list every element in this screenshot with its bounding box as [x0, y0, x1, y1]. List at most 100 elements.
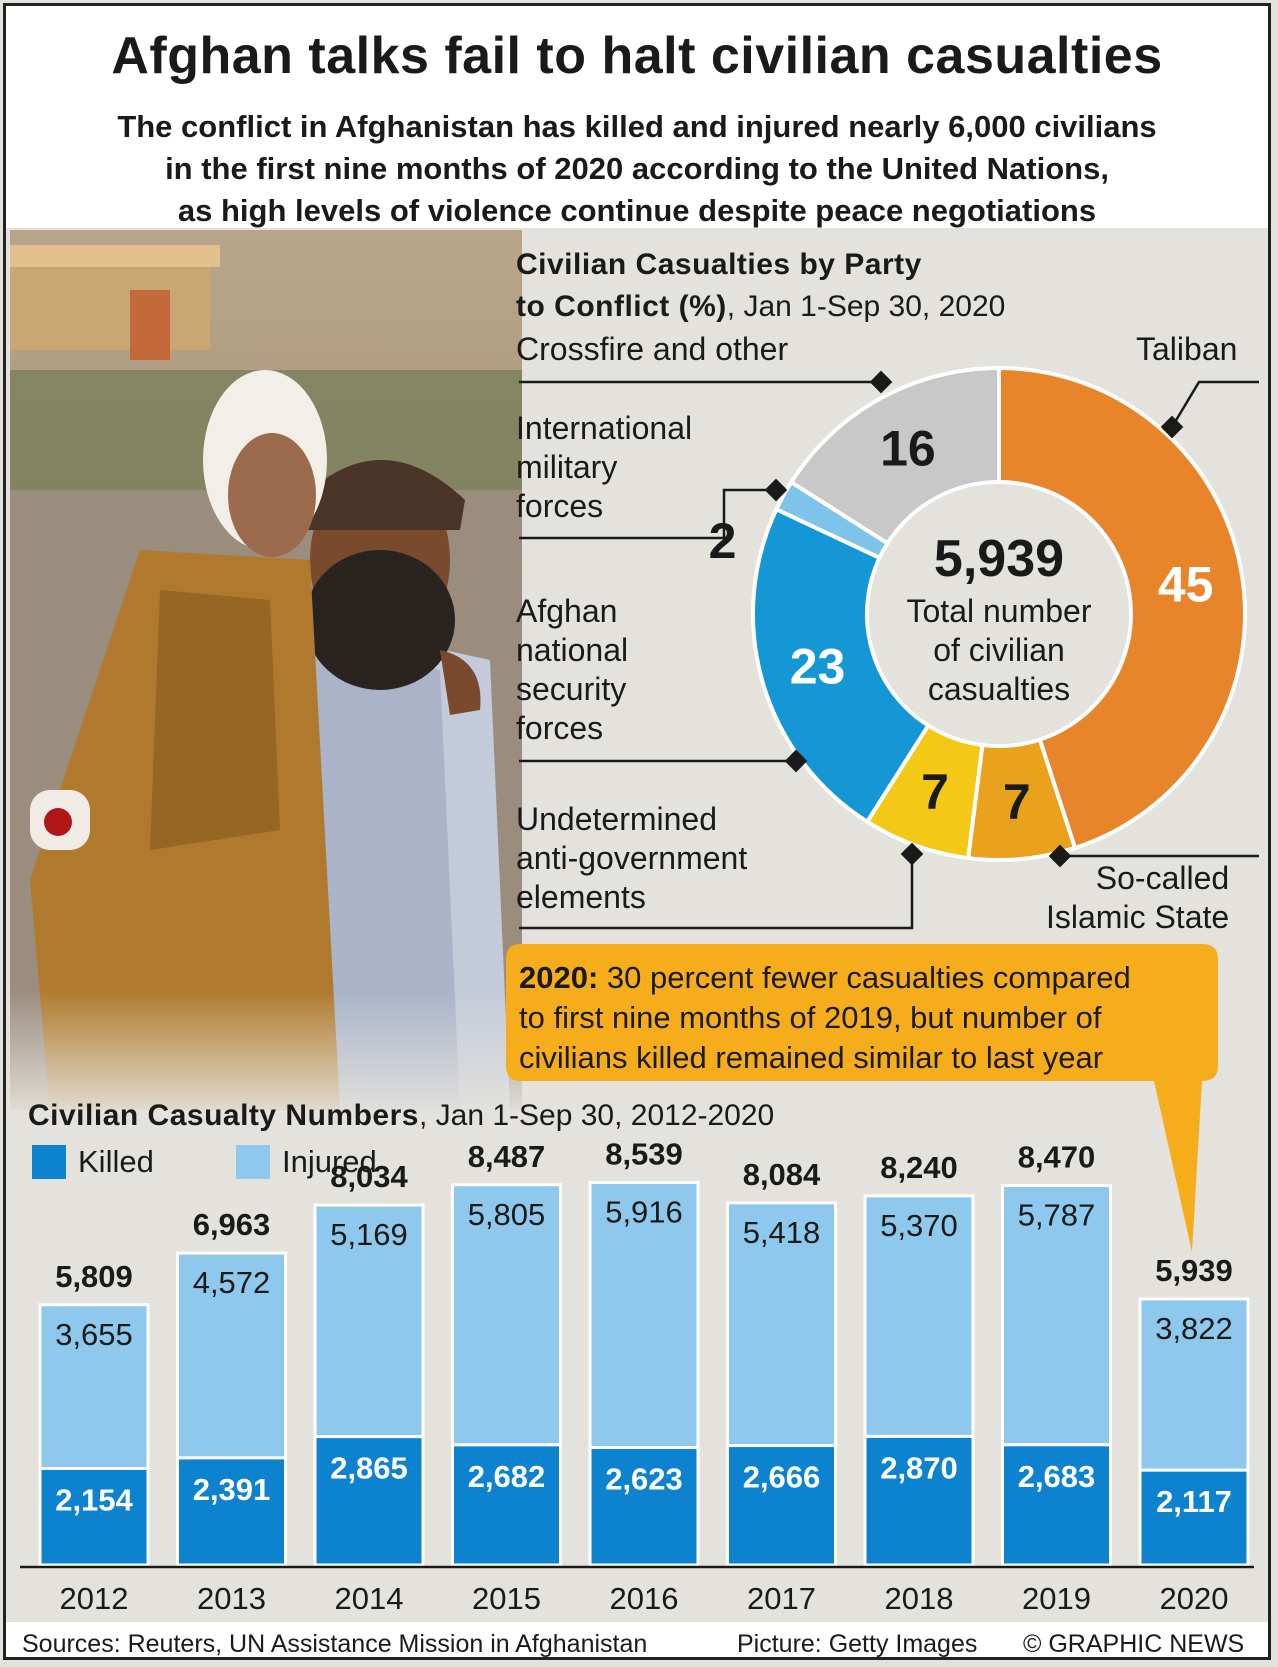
donut-value-label: 7 — [1003, 774, 1031, 830]
label-taliban: Taliban — [1136, 331, 1238, 367]
bar-injured-label: 3,822 — [1155, 1311, 1233, 1346]
bar-killed — [588, 1445, 700, 1567]
bar-killed-label: 2,682 — [468, 1459, 546, 1494]
bar-chart-subtitle: , Jan 1-Sep 30, 2012-2020 — [418, 1099, 775, 1132]
photo-fade — [10, 990, 522, 1110]
legend-label-injured: Injured — [282, 1144, 377, 1179]
donut-slice-taliban — [997, 365, 1248, 851]
donut-slice-islamic-state — [965, 737, 1078, 862]
bar-killed-label: 2,117 — [1156, 1484, 1232, 1519]
callout-text-1: 30 percent fewer casualties compared — [598, 960, 1131, 995]
label-crossfire: Crossfire and other — [516, 331, 789, 367]
callout-text-2: to first nine months of 2019, but number… — [519, 1000, 1102, 1035]
bar-injured — [863, 1194, 975, 1438]
legend-label-killed: Killed — [78, 1144, 154, 1179]
bar-total-label: 5,809 — [55, 1259, 133, 1294]
callout-text-3: civilians killed remained similar to las… — [519, 1040, 1104, 1075]
bar-injured — [451, 1183, 562, 1447]
x-tick-label: 2013 — [197, 1581, 266, 1616]
legend-killed: Killed — [32, 1144, 154, 1180]
donut-slice-afghan-forces — [751, 506, 932, 825]
donut-center-label: casualties — [928, 671, 1070, 707]
donut-value-label: 45 — [1158, 556, 1214, 612]
x-tick-label: 2012 — [60, 1581, 129, 1616]
bar-total-label: 8,487 — [468, 1139, 546, 1174]
callout-line1: 2020: 30 percent fewer casualties compar… — [519, 958, 1219, 998]
bar-injured-label: 5,805 — [468, 1197, 546, 1232]
infographic: Afghan talks fail to halt civilian casua… — [3, 3, 1271, 1660]
leader-marker-international — [764, 478, 788, 502]
legend-injured: Injured — [236, 1144, 377, 1180]
bar-killed — [1001, 1443, 1112, 1567]
page-title: Afghan talks fail to halt civilian casua… — [111, 27, 1163, 85]
photo-wounded-girl-carried — [10, 230, 522, 1110]
bar-total-label: 8,539 — [605, 1136, 683, 1171]
bar-injured — [176, 1251, 287, 1460]
bar-chart-title: Civilian Casualty Numbers, Jan 1-Sep 30,… — [28, 1099, 774, 1133]
footer-sources: Sources: Reuters, UN Assistance Mission … — [22, 1630, 648, 1658]
donut-title-text: to Conflict (%) — [516, 290, 727, 323]
donut-slice-international — [773, 479, 891, 561]
callout: 2020: 30 percent fewer casualties compar… — [519, 958, 1219, 1078]
bar-killed — [313, 1435, 425, 1567]
x-tick-label: 2014 — [335, 1581, 404, 1616]
bar-killed-label: 2,683 — [1018, 1459, 1096, 1494]
footer-copyright: © GRAPHIC NEWS — [1023, 1630, 1245, 1658]
bar-injured — [1138, 1297, 1250, 1472]
donut-center — [869, 484, 1129, 744]
bar-killed — [451, 1443, 562, 1567]
label-islamic-state: So-called Islamic State — [1046, 860, 1230, 935]
bar-injured-label: 5,169 — [330, 1217, 408, 1252]
bar-injured — [588, 1180, 700, 1449]
photo-illustration — [10, 230, 522, 1110]
bar-title-text: Civilian Casualty Numbers — [28, 1099, 419, 1132]
x-tick-label: 2018 — [885, 1581, 954, 1616]
bar-injured — [313, 1203, 425, 1439]
leader-marker-undetermined — [900, 842, 924, 866]
donut-center-label: of civilian — [933, 632, 1065, 668]
label-afghan-forces: Afghan national security forces — [516, 593, 629, 746]
leader-marker-afghan-forces — [784, 749, 808, 773]
subtitle-line: The conflict in Afghanistan has killed a… — [117, 109, 1157, 144]
bar-killed — [38, 1467, 150, 1567]
x-tick-label: 2020 — [1160, 1581, 1229, 1616]
footer: Sources: Reuters, UN Assistance Mission … — [6, 1622, 1268, 1658]
bar-killed-label: 2,870 — [880, 1450, 958, 1485]
bar-killed-label: 2,154 — [55, 1483, 133, 1518]
bar-killed — [176, 1456, 287, 1567]
bar-total-label: 8,240 — [880, 1150, 958, 1185]
donut-value-label: 2 — [709, 513, 737, 569]
leader-line-taliban — [1170, 380, 1259, 428]
bar-injured-label: 5,916 — [605, 1194, 683, 1229]
donut-value-label: 23 — [790, 639, 846, 695]
x-tick-label: 2015 — [472, 1581, 541, 1616]
donut-slice-crossfire — [788, 365, 1001, 547]
legend-swatch-killed — [32, 1145, 66, 1179]
page-subtitle: The conflict in Afghanistan has killed a… — [6, 106, 1268, 232]
footer-picture: Picture: Getty Images — [737, 1630, 978, 1658]
legend-swatch-injured — [236, 1145, 270, 1179]
bar-killed — [726, 1444, 837, 1567]
leader-marker-crossfire — [869, 370, 893, 394]
bar-killed — [863, 1434, 975, 1567]
x-tick-label: 2019 — [1022, 1581, 1091, 1616]
bar-injured — [1001, 1184, 1112, 1447]
x-tick-label: 2016 — [610, 1581, 679, 1616]
bar-injured-label: 5,370 — [880, 1208, 958, 1243]
donut-value-label: 16 — [880, 420, 936, 476]
subtitle-line: in the first nine months of 2020 accordi… — [165, 151, 1109, 186]
label-international: International military forces — [516, 410, 693, 524]
bar-injured-label: 5,787 — [1018, 1198, 1096, 1233]
bar-killed-label: 2,623 — [605, 1461, 683, 1496]
donut-chart-title: Civilian Casualties by Party to Conflict… — [516, 244, 1005, 328]
bar-total-label: 6,963 — [193, 1207, 271, 1242]
bar-total-label: 8,084 — [743, 1157, 821, 1192]
leader-marker-taliban — [1160, 415, 1184, 439]
bar-injured-label: 4,572 — [193, 1265, 271, 1300]
bar-killed-label: 2,865 — [330, 1451, 408, 1486]
label-undetermined: Undetermined anti-government elements — [516, 801, 748, 915]
donut-slice-undetermined — [864, 722, 985, 861]
donut-title-line2: to Conflict (%), Jan 1-Sep 30, 2020 — [516, 286, 1005, 328]
header — [6, 6, 1268, 228]
donut-chart-subtitle: , Jan 1-Sep 30, 2020 — [726, 290, 1006, 323]
